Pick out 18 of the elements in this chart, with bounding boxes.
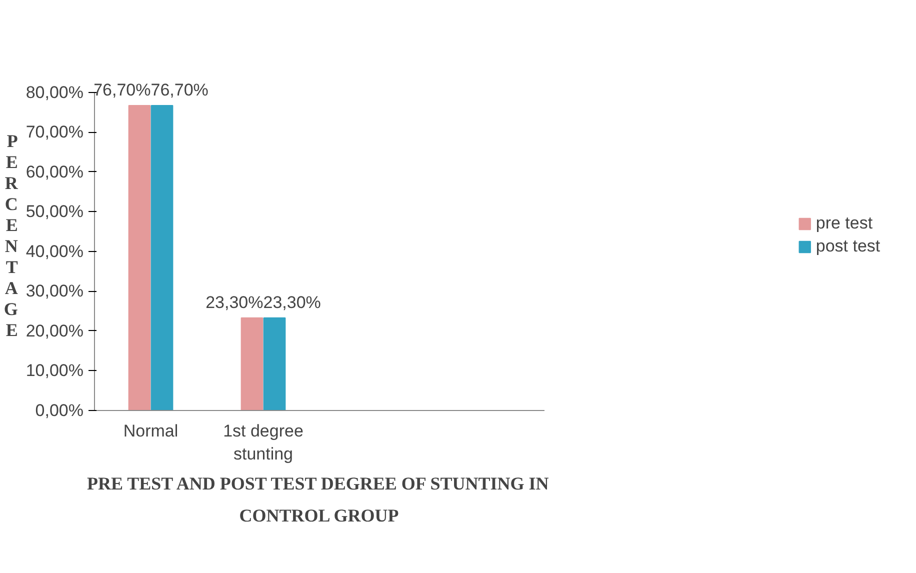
y-tick-label: 40,00% [26, 242, 84, 261]
text: PERCENTAGE [4, 131, 18, 340]
y-tick-label: 20,00% [26, 321, 84, 340]
y-tick-label: 0,00% [35, 401, 84, 420]
data-label: 23,30% [263, 292, 321, 312]
x-tick-label: 1st degree stunting [223, 422, 304, 464]
y-tick-label: 50,00% [26, 202, 84, 222]
data-label: 76,70% [150, 80, 208, 100]
data-label: 23,30% [206, 292, 264, 312]
y-tick-label: 80,00% [26, 82, 84, 102]
y-tick-label: 70,00% [26, 122, 84, 142]
y-tick-label: 30,00% [26, 282, 84, 301]
legend-label: post test [816, 236, 880, 256]
legend-label: pre test [816, 214, 873, 234]
x-axis-title: PRE TEST AND POST TEST DEGREE OF STUNTING IN CONTROL GROUP [86, 474, 549, 526]
y-tick-label: 60,00% [26, 162, 84, 182]
x-tick-label: Normal [123, 422, 178, 440]
y-tick-label: 10,00% [26, 361, 84, 380]
